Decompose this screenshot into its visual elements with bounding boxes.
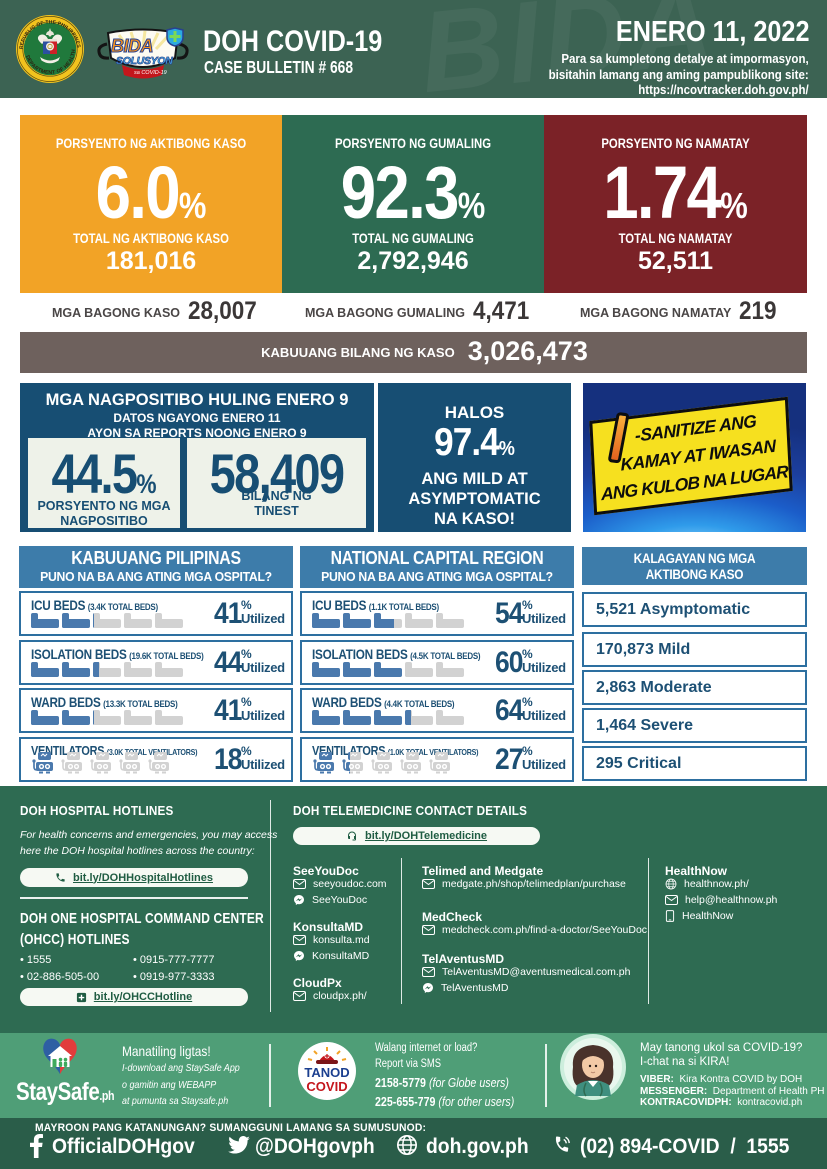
svg-text:TANOD: TANOD <box>304 1065 349 1080</box>
svg-text:SOLUSYON: SOLUSYON <box>116 55 173 67</box>
svg-text:sa COVID-19: sa COVID-19 <box>134 70 167 76</box>
svg-text:BIDA: BIDA <box>111 36 153 56</box>
svg-text:COVID: COVID <box>306 1079 347 1094</box>
